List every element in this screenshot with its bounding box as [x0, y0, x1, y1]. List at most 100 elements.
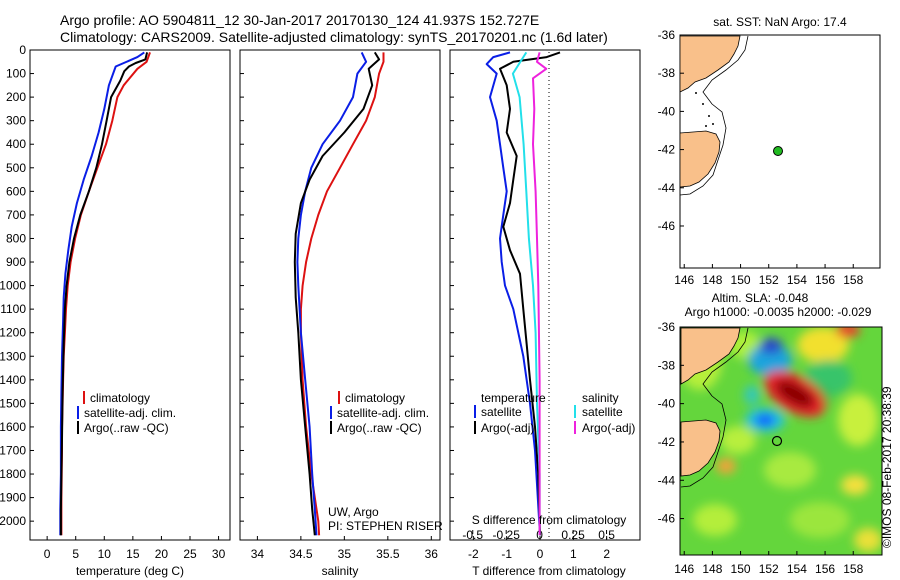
latitude-tick-label: -42 [658, 143, 676, 157]
latitude-tick-label: -46 [658, 512, 676, 526]
tasmania-coast-sla [680, 419, 721, 477]
profile-line-temperature-satellite [485, 51, 541, 536]
difference-panel-frame [449, 49, 641, 541]
salinity-legend: climatology satellite-adj. clim. Argo(..… [330, 391, 429, 435]
latitude-tick-label: -38 [658, 358, 676, 372]
depth-tick-label: 600 [6, 184, 26, 198]
longitude-tick-label: 152 [759, 562, 779, 576]
s-difference-axis-label: S difference from climatology [472, 513, 627, 527]
imos-timestamp-label: ©IMOS 08-Feb-2017 20:38:39 [880, 386, 894, 548]
t-difference-axis-label: T difference from climatology [472, 564, 626, 578]
legend-label-s-argo: Argo(-adj) [582, 421, 635, 435]
t-difference-tick-label: 1 [570, 547, 577, 561]
depth-tick-label: 500 [6, 161, 26, 175]
latitude-tick-label: -46 [658, 219, 676, 233]
legend-label-climatology: climatology [345, 391, 405, 405]
sla-map-title-line2: Argo h1000: -0.0035 h2000: -0.029 [685, 305, 872, 319]
latitude-tick-label: -44 [658, 181, 676, 195]
depth-tick-label: 1000 [0, 279, 26, 293]
temperature-tick-label: 15 [126, 547, 140, 561]
depth-tick-label: 1100 [0, 302, 26, 316]
profile-line-climatology [299, 52, 385, 536]
s-difference-tick-label: 0.25 [561, 528, 585, 542]
salinity-tick-label: 36 [425, 547, 439, 561]
sla-map: Altim. SLA: -0.048 Argo h1000: -0.0035 h… [679, 291, 883, 556]
profile-line-salinity-argo-adj- [532, 52, 548, 536]
bass-strait-islands [695, 92, 714, 127]
mainland-coast-sla [680, 327, 741, 385]
depth-tick-label: 1600 [0, 420, 26, 434]
t-difference-tick-label: -1 [501, 547, 512, 561]
longitude-tick-label: 154 [787, 562, 807, 576]
profile-line-argo-raw-qc- [59, 52, 149, 536]
depth-tick-label: 300 [6, 114, 26, 128]
longitude-tick-label: 152 [759, 273, 779, 287]
longitude-tick-label: 146 [674, 562, 694, 576]
legend-title-salinity: salinity [582, 391, 619, 405]
depth-tick-label: 0 [19, 43, 26, 57]
sst-map-title: sat. SST: NaN Argo: 17.4 [713, 15, 847, 29]
depth-tick-label: 2000 [0, 514, 26, 528]
legend-label-climatology: climatology [90, 391, 150, 405]
shelf-contour-sla [680, 327, 749, 488]
profile-line-satellite-adj-clim- [296, 51, 368, 536]
legend-label-s-satellite: satellite [582, 405, 623, 419]
depth-tick-label: 1200 [0, 326, 26, 340]
sla-map-title-line1: Altim. SLA: -0.048 [712, 291, 809, 305]
temperature-tick-label: 30 [212, 547, 226, 561]
legend-label-t-argo: Argo(-adj) [481, 421, 534, 435]
depth-tick-label: 200 [6, 90, 26, 104]
s-difference-tick-label: -0.5 [462, 528, 483, 542]
longitude-tick-label: 158 [843, 562, 863, 576]
temperature-legend: climatology satellite-adj. clim. Argo(..… [77, 391, 176, 435]
temperature-panel-frame [29, 49, 231, 541]
argo-location-marker [773, 146, 783, 156]
longitude-tick-label: 150 [731, 273, 751, 287]
latitude-tick-label: -44 [658, 473, 676, 487]
latitude-tick-label: -42 [658, 435, 676, 449]
temperature-axis-label: temperature (deg C) [76, 564, 184, 578]
t-difference-tick-label: -2 [468, 547, 479, 561]
legend-label-argo: Argo(..raw -QC) [337, 421, 422, 435]
longitude-tick-label: 154 [787, 273, 807, 287]
depth-tick-label: 100 [6, 67, 26, 81]
profile-line-satellite-adj-clim- [59, 51, 145, 536]
pi-note-name: PI: STEPHEN RISER [328, 519, 443, 533]
legend-label-argo: Argo(..raw -QC) [84, 421, 169, 435]
profile-curves [59, 51, 561, 536]
legend-title-temperature: temperature [481, 391, 546, 405]
profile-line-salinity-satellite [511, 51, 541, 536]
longitude-tick-label: 150 [731, 562, 751, 576]
tasmania-coast [679, 130, 721, 188]
t-difference-tick-label: 0 [537, 547, 544, 561]
argo-location-marker-sla [771, 435, 783, 447]
salinity-panel-frame [239, 49, 441, 541]
shelf-contour [679, 35, 749, 196]
profile-header-line1: Argo profile: AO 5904811_12 30-Jan-2017 … [60, 12, 540, 28]
legend-label-t-satellite: satellite [481, 405, 522, 419]
salinity-axis-label: salinity [322, 564, 359, 578]
temperature-tick-label: 0 [44, 547, 51, 561]
legend-label-satellite: satellite-adj. clim. [84, 406, 176, 420]
pi-note-institution: UW, Argo [328, 505, 379, 519]
longitude-tick-label: 156 [815, 273, 835, 287]
profile-header-line2: Climatology: CARS2009. Satellite-adjuste… [60, 29, 608, 45]
mainland-coast [679, 35, 741, 93]
profile-line-temperature-argo-adj- [499, 51, 561, 536]
longitude-tick-label: 156 [815, 562, 835, 576]
sst-map: sat. SST: NaN Argo: 17.4 [679, 15, 881, 269]
s-difference-tick-label: 0.5 [598, 528, 615, 542]
salinity-tick-label: 35.5 [376, 547, 400, 561]
longitude-tick-label: 148 [702, 273, 722, 287]
salinity-tick-label: 35 [338, 547, 352, 561]
depth-tick-label: 1700 [0, 443, 26, 457]
depth-tick-label: 1500 [0, 396, 26, 410]
temperature-tick-label: 25 [183, 547, 197, 561]
latitude-tick-label: -38 [658, 66, 676, 80]
sla-map-frame [679, 326, 883, 556]
temperature-tick-label: 20 [155, 547, 169, 561]
depth-axis: 0 100 200 300 400 500 600 700 800 900 1000 1100 1200… [0, 43, 454, 528]
profile-line-argo-raw-qc- [293, 51, 381, 536]
x-axes: 0 5 10 15 20 25 30 34 34.5 35 35.5 36 -2 -1 0 1 2 -0.5 -0.… [44, 528, 615, 561]
